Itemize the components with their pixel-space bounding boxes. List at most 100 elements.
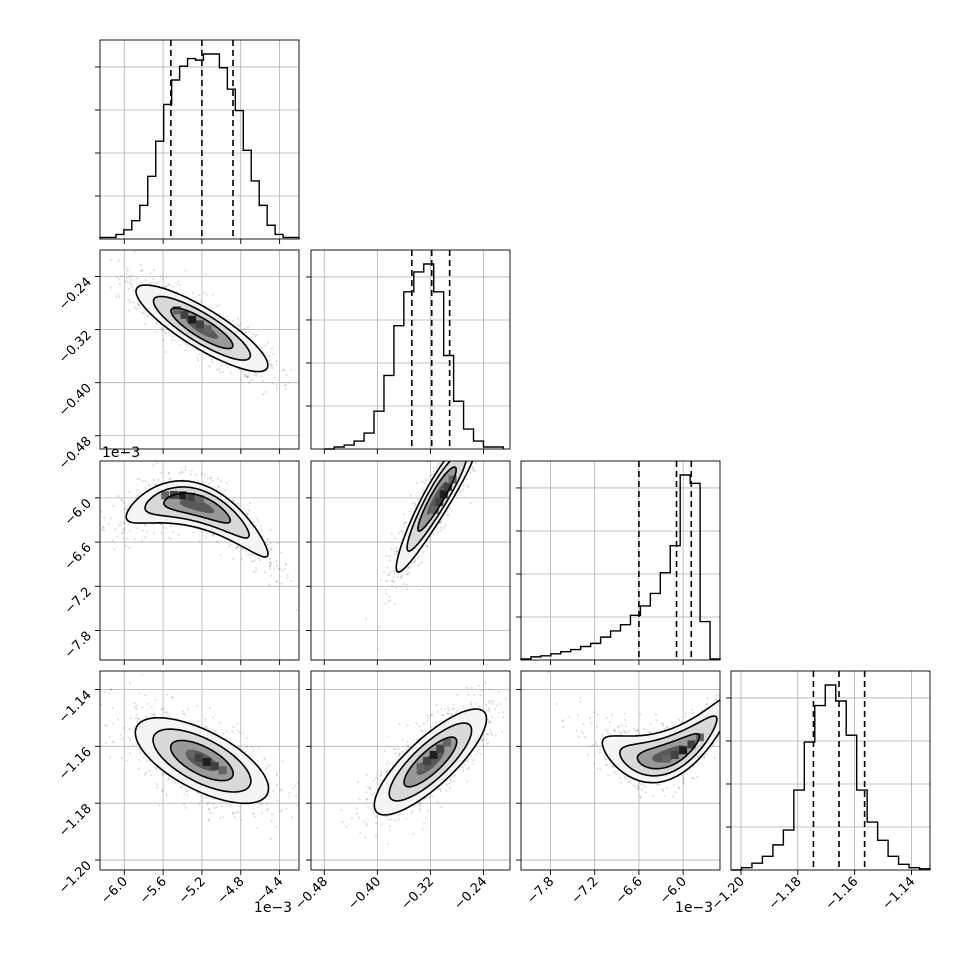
sample-point <box>217 486 220 489</box>
sample-point <box>379 774 383 777</box>
contour-line-2 <box>169 739 235 782</box>
sample-point <box>332 793 334 795</box>
sample-point <box>236 546 239 550</box>
sample-point <box>437 788 440 791</box>
sample-point <box>122 528 125 532</box>
sample-point <box>156 786 159 789</box>
panel-frame <box>310 249 511 450</box>
sample-point <box>146 702 149 705</box>
sample-point <box>373 812 376 815</box>
sample-point <box>407 566 410 569</box>
sample-point <box>440 707 443 710</box>
sample-point <box>284 388 287 391</box>
sample-point <box>385 763 388 766</box>
sample-point <box>135 704 138 707</box>
sample-point <box>111 741 114 744</box>
sample-point <box>439 526 443 529</box>
sample-point <box>448 786 452 789</box>
sample-point <box>473 443 475 445</box>
sample-point <box>422 798 425 801</box>
sample-point <box>304 387 306 389</box>
sample-point <box>467 403 469 405</box>
sample-point <box>487 733 490 736</box>
sample-point <box>504 697 508 700</box>
sample-point <box>93 264 95 266</box>
sample-point <box>257 805 260 808</box>
sample-point <box>144 279 147 282</box>
sample-point <box>123 507 126 510</box>
panel-3-3 <box>726 670 931 875</box>
sample-point <box>235 545 239 548</box>
sample-point <box>500 730 504 733</box>
sample-point <box>205 536 208 539</box>
sample-point <box>484 703 488 706</box>
sample-point <box>463 435 465 437</box>
sample-point <box>424 478 428 481</box>
sample-point <box>447 709 450 712</box>
sample-point <box>430 714 433 717</box>
sample-point <box>171 696 174 699</box>
sample-point <box>152 277 155 280</box>
sample-point <box>129 752 132 755</box>
sample-point <box>502 716 505 719</box>
sample-point <box>211 293 214 296</box>
sample-point <box>460 452 462 454</box>
density-peak-cell <box>423 757 432 765</box>
sample-point <box>154 699 157 702</box>
sample-point <box>721 700 723 702</box>
sample-point <box>208 818 211 821</box>
sample-point <box>152 523 155 526</box>
sample-point <box>356 780 359 784</box>
sample-point <box>466 445 468 447</box>
sample-point <box>164 793 168 796</box>
sample-point <box>135 307 138 310</box>
sample-point <box>239 379 242 382</box>
sample-point <box>461 445 463 447</box>
sample-point <box>356 812 359 815</box>
sample-point <box>400 575 403 578</box>
sample-point <box>515 707 517 709</box>
sample-point <box>130 278 133 281</box>
sample-point <box>144 771 148 774</box>
sample-point <box>438 462 441 465</box>
sample-point <box>127 490 130 493</box>
sample-point <box>767 633 769 635</box>
sample-point <box>637 787 640 790</box>
sample-point <box>125 272 128 275</box>
sample-point <box>121 756 124 759</box>
sample-point <box>303 589 305 591</box>
sample-point <box>446 712 449 716</box>
sample-point <box>275 825 278 829</box>
sample-point <box>407 746 410 749</box>
sample-point <box>152 531 156 535</box>
sample-point <box>133 306 136 309</box>
sample-point <box>222 815 225 818</box>
panel-frame <box>520 460 721 661</box>
sample-point <box>241 548 244 551</box>
sample-point <box>400 529 403 532</box>
sample-point <box>147 315 150 318</box>
sample-point <box>158 804 161 807</box>
sample-point <box>219 480 222 483</box>
sample-point <box>117 293 120 296</box>
sample-point <box>485 738 488 741</box>
sample-point <box>465 438 467 440</box>
sample-point <box>461 453 463 455</box>
contour-line-2 <box>170 307 234 350</box>
sample-point <box>427 796 431 799</box>
sample-point <box>284 562 287 565</box>
sample-point <box>315 618 317 620</box>
sample-point <box>227 318 230 322</box>
sample-point <box>260 811 264 814</box>
sample-point <box>426 719 429 722</box>
sample-point <box>394 553 397 556</box>
sample-point <box>107 692 110 695</box>
sample-point <box>469 454 471 456</box>
sample-point <box>198 353 201 356</box>
density-peak-cell <box>195 320 204 329</box>
sample-point <box>186 790 189 793</box>
sample-point <box>141 480 144 483</box>
sample-point <box>180 785 183 789</box>
sample-point <box>134 705 137 709</box>
sample-point <box>371 793 374 796</box>
